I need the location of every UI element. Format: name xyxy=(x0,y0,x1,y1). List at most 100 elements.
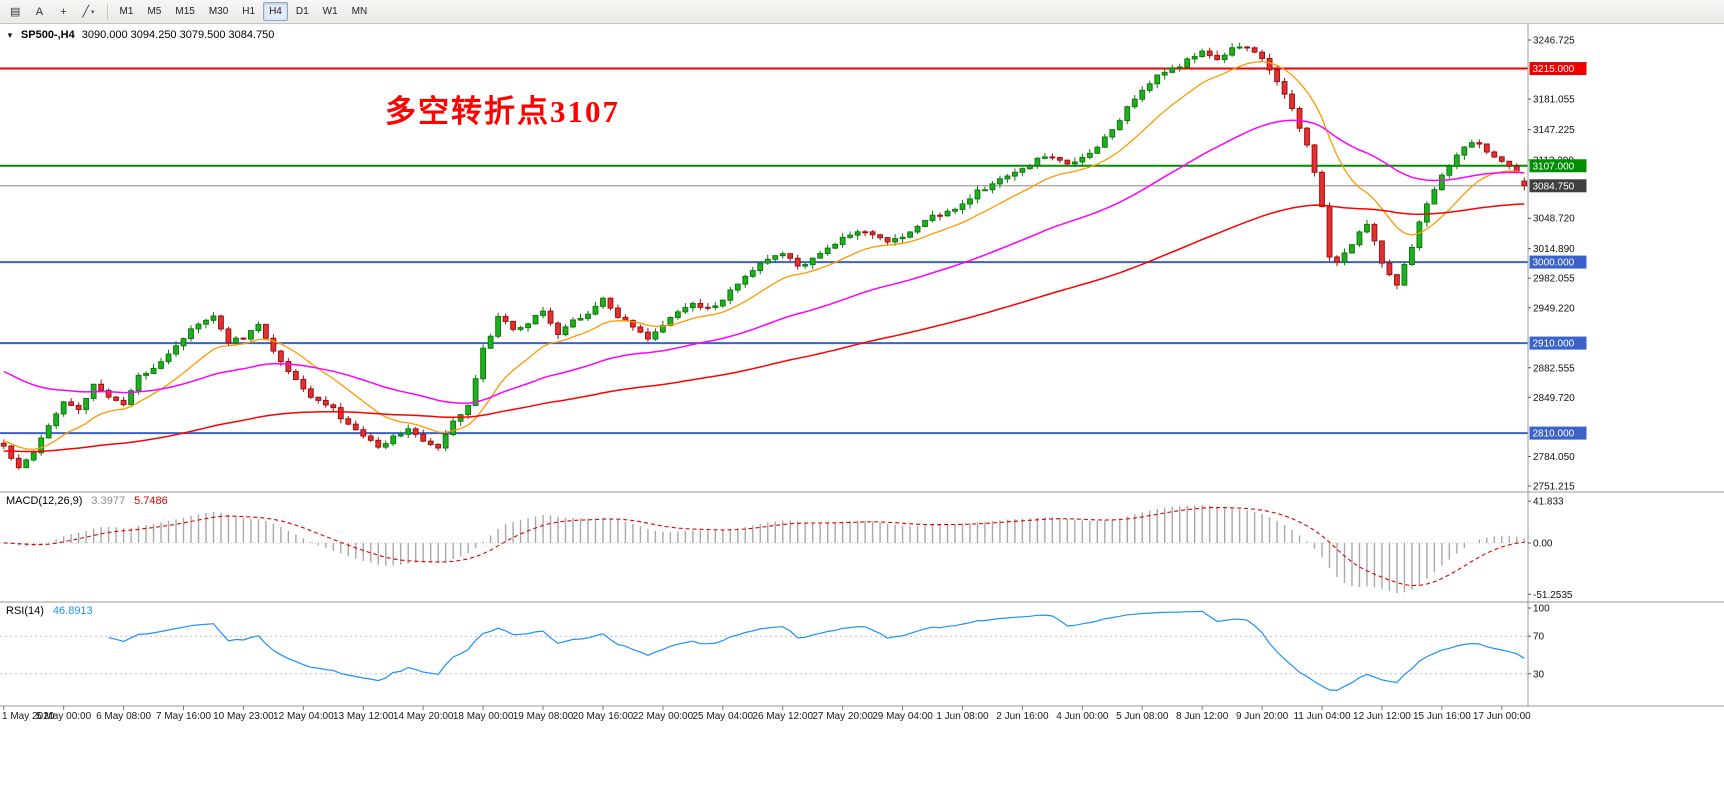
svg-text:0.00: 0.00 xyxy=(1533,539,1553,550)
rsi-panel: 100 70 30 xyxy=(0,604,1550,692)
svg-text:2949.220: 2949.220 xyxy=(1533,303,1575,314)
toolbar-icon-group: ▤ A + ╱ ▾ xyxy=(4,2,101,21)
svg-text:15 Jun 16:00: 15 Jun 16:00 xyxy=(1413,711,1471,722)
macd-main-value: 3.3977 xyxy=(91,495,126,507)
toolbar: ▤ A + ╱ ▾ M1 M5 M15 M30 H1 H4 D1 W1 MN xyxy=(0,0,1724,24)
svg-text:10 May 23:00: 10 May 23:00 xyxy=(213,711,274,722)
svg-text:19 May 08:00: 19 May 08:00 xyxy=(513,711,574,722)
annotation-text: 多空转折点3107 xyxy=(385,94,620,129)
ma-slow-line xyxy=(3,203,1525,453)
timeframe-h1-button[interactable]: H1 xyxy=(242,6,256,17)
timeframe-m15-button[interactable]: M15 xyxy=(175,6,195,17)
timeframe-m5-button[interactable]: M5 xyxy=(147,6,162,17)
svg-text:2849.720: 2849.720 xyxy=(1533,393,1575,404)
collapse-icon[interactable]: ▼ xyxy=(6,30,14,40)
price-badge-3000.000[interactable]: 3000.000 xyxy=(1529,255,1587,269)
macd-histogram xyxy=(10,505,1525,594)
svg-text:2 Jun 16:00: 2 Jun 16:00 xyxy=(996,711,1049,722)
rsi-header: RSI(14) 46.8913 xyxy=(6,605,93,617)
svg-text:4 Jun 00:00: 4 Jun 00:00 xyxy=(1056,711,1109,722)
svg-text:2910.000: 2910.000 xyxy=(1533,339,1575,350)
svg-text:1 Jun 08:00: 1 Jun 08:00 xyxy=(936,711,989,722)
svg-text:70: 70 xyxy=(1533,632,1545,643)
panel-separators xyxy=(0,24,1724,707)
svg-text:5 Jun 08:00: 5 Jun 08:00 xyxy=(1116,711,1169,722)
svg-text:3000.000: 3000.000 xyxy=(1533,258,1575,269)
cursor-icon[interactable]: A xyxy=(35,5,44,18)
timeframe-m1-button[interactable]: M1 xyxy=(119,6,134,17)
timeframe-mn-button[interactable]: MN xyxy=(351,6,368,17)
svg-text:3014.890: 3014.890 xyxy=(1533,244,1575,255)
svg-text:2751.215: 2751.215 xyxy=(1533,482,1575,493)
svg-text:-51.2535: -51.2535 xyxy=(1533,590,1573,601)
rsi-line xyxy=(108,610,1525,692)
svg-text:22 May 00:00: 22 May 00:00 xyxy=(633,711,694,722)
svg-text:27 May 20:00: 27 May 20:00 xyxy=(812,711,873,722)
svg-text:13 May 12:00: 13 May 12:00 xyxy=(333,711,394,722)
svg-text:100: 100 xyxy=(1533,604,1550,615)
price-badge-3107.000[interactable]: 3107.000 xyxy=(1529,159,1587,173)
ma-medium-line xyxy=(3,119,1525,404)
horizontal-levels xyxy=(0,67,1528,435)
svg-text:7 May 16:00: 7 May 16:00 xyxy=(156,711,211,722)
macd-panel: 41.833 0.00 -51.2535 xyxy=(0,497,1573,601)
svg-text:2882.555: 2882.555 xyxy=(1533,363,1575,374)
crosshair-icon[interactable]: + xyxy=(60,5,67,18)
rsi-label: RSI(14) xyxy=(6,605,44,617)
candlestick-series xyxy=(0,42,1528,470)
toolbar-separator xyxy=(106,3,108,20)
timeframe-button-group: M1 M5 M15 M30 H1 H4 D1 W1 MN xyxy=(114,2,374,21)
svg-text:29 May 04:00: 29 May 04:00 xyxy=(872,711,933,722)
svg-text:8 Jun 12:00: 8 Jun 12:00 xyxy=(1176,711,1229,722)
svg-text:17 Jun 00:00: 17 Jun 00:00 xyxy=(1473,711,1531,722)
svg-text:2982.055: 2982.055 xyxy=(1533,274,1575,285)
svg-text:41.833: 41.833 xyxy=(1533,497,1564,508)
price-badge-3215.000[interactable]: 3215.000 xyxy=(1529,62,1587,76)
svg-text:9 Jun 20:00: 9 Jun 20:00 xyxy=(1236,711,1289,722)
macd-signal-value: 5.7486 xyxy=(134,495,168,507)
svg-text:1 May 2020: 1 May 2020 xyxy=(2,711,55,722)
chart-header: ▼ SP500-,H4 3090.000 3094.250 3079.500 3… xyxy=(6,29,274,41)
svg-text:3147.225: 3147.225 xyxy=(1533,125,1575,136)
svg-text:3048.720: 3048.720 xyxy=(1533,214,1575,225)
svg-text:26 May 12:00: 26 May 12:00 xyxy=(752,711,813,722)
macd-label: MACD(12,26,9) xyxy=(6,495,83,507)
svg-text:12 May 04:00: 12 May 04:00 xyxy=(273,711,334,722)
price-badge-2810.000[interactable]: 2810.000 xyxy=(1529,426,1587,440)
svg-text:3181.055: 3181.055 xyxy=(1533,95,1575,106)
moving-averages xyxy=(3,60,1525,453)
svg-text:3084.750: 3084.750 xyxy=(1533,181,1575,192)
macd-header: MACD(12,26,9) 3.3977 5.7486 xyxy=(6,495,168,507)
svg-text:2810.000: 2810.000 xyxy=(1533,429,1575,440)
svg-text:11 Jun 04:00: 11 Jun 04:00 xyxy=(1293,711,1351,722)
svg-text:30: 30 xyxy=(1533,669,1545,680)
trendlines-icon[interactable]: ╱ ▾ xyxy=(82,6,95,18)
price-badge-2910.000[interactable]: 2910.000 xyxy=(1529,336,1587,350)
symbol-period-label: SP500-,H4 xyxy=(20,29,75,41)
svg-text:3107.000: 3107.000 xyxy=(1533,161,1575,172)
caret-down-icon: ▾ xyxy=(91,8,95,16)
timeframe-h4-button[interactable]: H4 xyxy=(263,2,288,21)
svg-text:14 May 20:00: 14 May 20:00 xyxy=(393,711,454,722)
timeframe-m30-button[interactable]: M30 xyxy=(208,6,229,17)
ohlc-values: 3090.000 3094.250 3079.500 3084.750 xyxy=(81,29,275,41)
timeframe-w1-button[interactable]: W1 xyxy=(322,6,338,17)
timeframe-d1-button[interactable]: D1 xyxy=(295,6,309,17)
svg-text:25 May 04:00: 25 May 04:00 xyxy=(692,711,753,722)
price-badge-3084.750[interactable]: 3084.750 xyxy=(1529,179,1587,193)
svg-text:12 Jun 12:00: 12 Jun 12:00 xyxy=(1353,711,1411,722)
svg-text:5 May 00:00: 5 May 00:00 xyxy=(36,711,91,722)
svg-text:2784.050: 2784.050 xyxy=(1533,452,1575,463)
macd-signal-line xyxy=(3,506,1525,587)
svg-text:18 May 00:00: 18 May 00:00 xyxy=(453,711,514,722)
charts-icon[interactable]: ▤ xyxy=(10,6,21,18)
ma-fast-line xyxy=(3,60,1525,451)
price-badges: 3215.000 3107.000 3084.750 3000.000 2910.000… xyxy=(1529,62,1587,440)
svg-text:6 May 08:00: 6 May 08:00 xyxy=(96,711,151,722)
svg-text:20 May 16:00: 20 May 16:00 xyxy=(573,711,634,722)
rsi-value: 46.8913 xyxy=(52,605,93,617)
svg-text:3215.000: 3215.000 xyxy=(1533,64,1575,75)
